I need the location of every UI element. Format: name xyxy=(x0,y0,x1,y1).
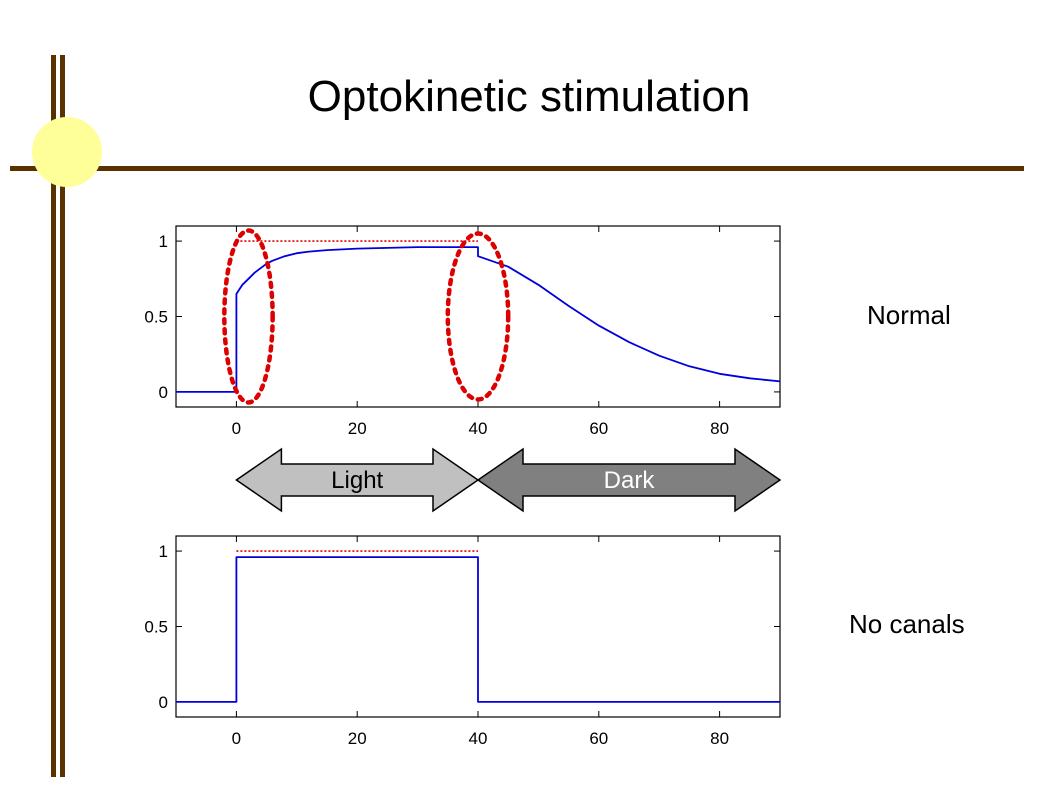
highlight-ellipse-2 xyxy=(445,231,511,402)
x-tick-label-normal: 20 xyxy=(348,419,367,438)
slide-title: Optokinetic stimulation xyxy=(307,72,751,121)
panel-label-normal: Normal xyxy=(867,300,951,330)
frame-vertical-bar-right xyxy=(60,55,65,777)
response-line-no-canals xyxy=(176,556,780,703)
x-tick-label-no-canals: 20 xyxy=(348,729,367,748)
y-tick-label-no-canals: 0 xyxy=(159,693,168,712)
decorative-circle xyxy=(32,117,102,187)
panel-label-no-canals: No canals xyxy=(849,609,965,639)
y-tick-label-normal: 1 xyxy=(159,232,168,251)
y-tick-label-no-canals: 1 xyxy=(159,542,168,561)
x-tick-label-normal: 80 xyxy=(710,419,729,438)
x-tick-label-normal: 0 xyxy=(232,419,241,438)
dark-arrow xyxy=(476,447,782,513)
y-tick-label-normal: 0.5 xyxy=(144,308,168,327)
y-tick-label-normal: 0 xyxy=(159,383,168,402)
frame-vertical-bar-left xyxy=(51,55,56,777)
x-tick-label-normal: 40 xyxy=(469,419,488,438)
x-tick-label-no-canals: 0 xyxy=(232,729,241,748)
y-tick-label-no-canals: 0.5 xyxy=(144,618,168,637)
light-arrow-label: Light xyxy=(331,467,383,494)
dark-arrow-label: Dark xyxy=(604,467,656,494)
response-line-normal xyxy=(176,246,781,393)
frame-horizontal-bar xyxy=(10,166,1024,171)
x-tick-label-no-canals: 80 xyxy=(710,729,729,748)
x-tick-label-no-canals: 40 xyxy=(469,729,488,748)
x-tick-label-no-canals: 60 xyxy=(589,729,608,748)
highlight-ellipse-1 xyxy=(222,228,275,405)
x-tick-label-normal: 60 xyxy=(589,419,608,438)
